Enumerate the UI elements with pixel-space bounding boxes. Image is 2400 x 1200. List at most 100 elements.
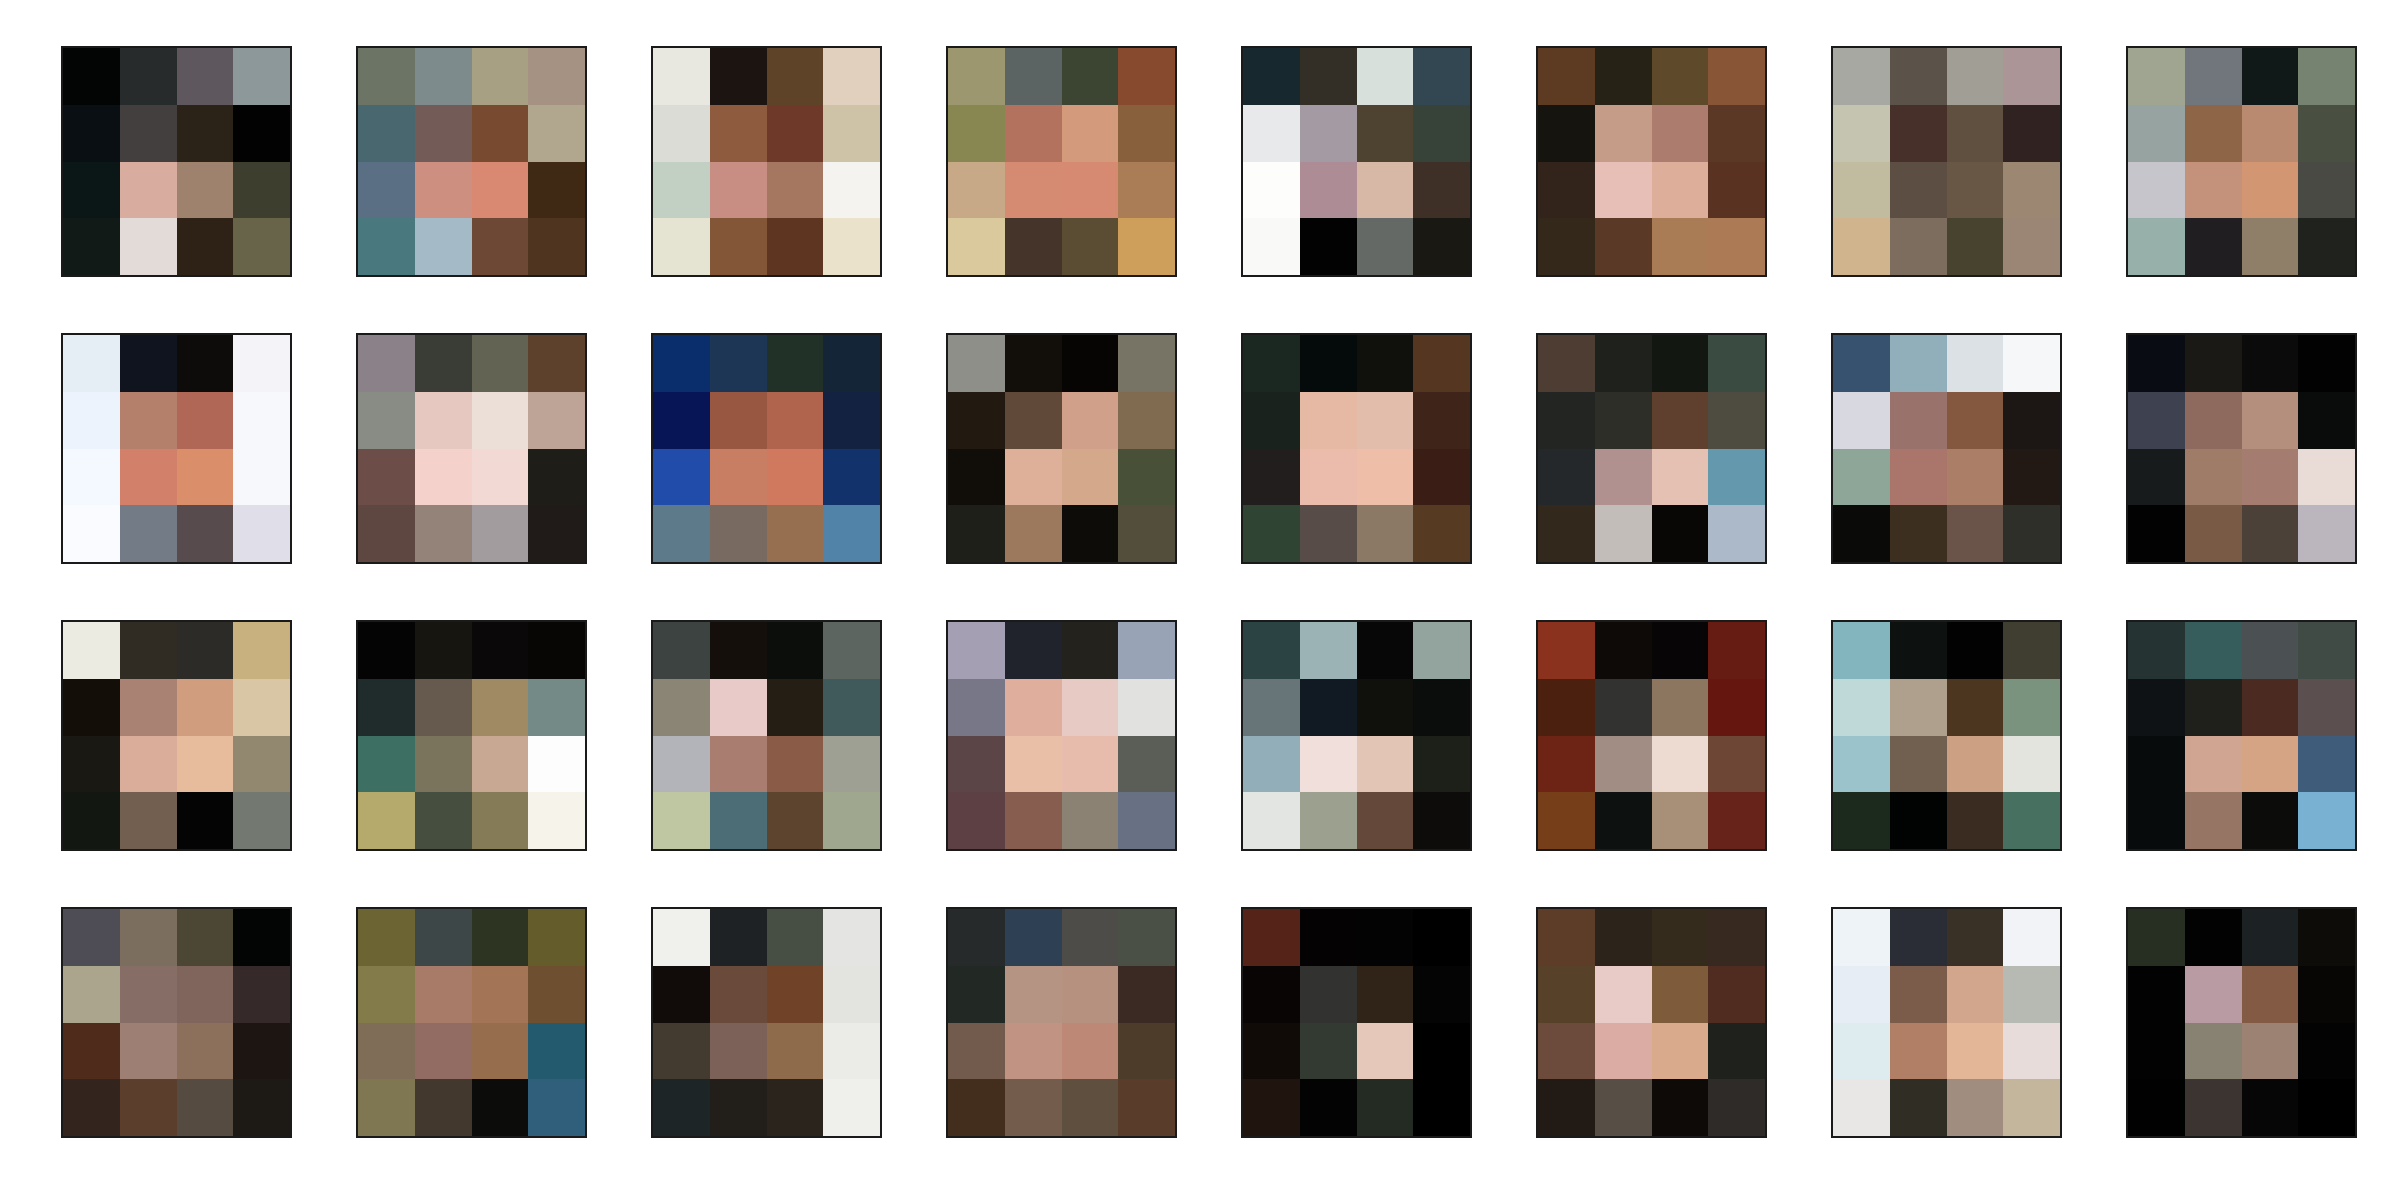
- mosaic-cell: [948, 335, 1005, 392]
- mosaic-cell: [176, 48, 234, 105]
- mosaic-cell: [528, 104, 585, 162]
- mosaic-cell: [1061, 335, 1119, 392]
- mosaic-cell: [948, 678, 1005, 736]
- mosaic-cell: [1356, 161, 1414, 219]
- mosaic-cell: [1594, 448, 1652, 506]
- mosaic-cell: [1946, 1079, 2004, 1136]
- mosaic-cell: [1061, 622, 1119, 679]
- mosaic-cell: [1708, 735, 1765, 793]
- mosaic-cell: [2128, 792, 2185, 849]
- mosaic-cell: [766, 391, 824, 449]
- mosaic-cell: [2003, 391, 2060, 449]
- mosaic-cell: [63, 448, 120, 506]
- mosaic-cell: [176, 335, 234, 392]
- mosaic-cell: [414, 1079, 472, 1136]
- mosaic-cell: [1004, 622, 1062, 679]
- mosaic-cell: [1299, 1079, 1357, 1136]
- mosaic-cell: [2298, 448, 2355, 506]
- mosaic-cell: [2298, 622, 2355, 679]
- mosaic-cell: [2184, 1022, 2242, 1080]
- mosaic-cell: [823, 909, 880, 966]
- mosaic-cell: [1356, 735, 1414, 793]
- mosaic-cell: [1356, 218, 1414, 275]
- mosaic-cell: [233, 104, 290, 162]
- mosaic-cell: [2003, 48, 2060, 105]
- mosaic-cell: [2128, 48, 2185, 105]
- mosaic-cell: [2298, 965, 2355, 1023]
- mosaic-cell: [1061, 391, 1119, 449]
- mosaic-cell: [709, 622, 767, 679]
- mosaic-cell: [653, 391, 710, 449]
- mosaic-cell: [766, 1079, 824, 1136]
- mosaic-cell: [2128, 965, 2185, 1023]
- mosaic-cell: [1299, 48, 1357, 105]
- mosaic-cell: [1889, 1079, 1947, 1136]
- mosaic-cell: [2184, 622, 2242, 679]
- mosaic-cell: [1946, 505, 2004, 562]
- mosaic-cell: [2241, 1079, 2299, 1136]
- mosaic-cell: [1413, 104, 1470, 162]
- mosaic-cell: [1243, 1022, 1300, 1080]
- mosaic-cell: [1061, 965, 1119, 1023]
- mosaic-cell: [1118, 1022, 1175, 1080]
- mosaic-cell: [653, 335, 710, 392]
- mosaic-cell: [1356, 505, 1414, 562]
- mosaic-cell: [358, 48, 415, 105]
- mosaic-cell: [709, 678, 767, 736]
- mosaic-cell: [1299, 792, 1357, 849]
- mosaic-cell: [1833, 391, 1890, 449]
- mosaic-cell: [528, 678, 585, 736]
- mosaic-cell: [1538, 1022, 1595, 1080]
- mosaic-cell: [2241, 505, 2299, 562]
- mosaic-tile: [1536, 333, 1767, 564]
- mosaic-cell: [176, 161, 234, 219]
- mosaic-cell: [1708, 622, 1765, 679]
- mosaic-cell: [2241, 1022, 2299, 1080]
- mosaic-cell: [2003, 1022, 2060, 1080]
- mosaic-cell: [176, 104, 234, 162]
- mosaic-cell: [1118, 391, 1175, 449]
- mosaic-cell: [2184, 505, 2242, 562]
- mosaic-cell: [1889, 391, 1947, 449]
- mosaic-cell: [1889, 735, 1947, 793]
- mosaic-cell: [1708, 678, 1765, 736]
- mosaic-cell: [766, 161, 824, 219]
- mosaic-cell: [1538, 48, 1595, 105]
- mosaic-cell: [358, 218, 415, 275]
- mosaic-cell: [948, 505, 1005, 562]
- mosaic-cell: [2003, 104, 2060, 162]
- mosaic-cell: [471, 792, 529, 849]
- mosaic-cell: [766, 505, 824, 562]
- mosaic-cell: [948, 1079, 1005, 1136]
- mosaic-cell: [1889, 1022, 1947, 1080]
- mosaic-cell: [1118, 505, 1175, 562]
- mosaic-cell: [1946, 909, 2004, 966]
- mosaic-cell: [1004, 448, 1062, 506]
- mosaic-cell: [766, 678, 824, 736]
- mosaic-cell: [2298, 1079, 2355, 1136]
- mosaic-cell: [1061, 218, 1119, 275]
- mosaic-cell: [1889, 448, 1947, 506]
- mosaic-cell: [766, 622, 824, 679]
- mosaic-cell: [1651, 965, 1709, 1023]
- mosaic-cell: [2003, 1079, 2060, 1136]
- mosaic-cell: [653, 104, 710, 162]
- mosaic-cell: [1061, 678, 1119, 736]
- mosaic-tile: [1241, 620, 1472, 851]
- mosaic-cell: [119, 909, 177, 966]
- mosaic-tile: [1831, 46, 2062, 277]
- mosaic-cell: [233, 505, 290, 562]
- mosaic-cell: [653, 965, 710, 1023]
- mosaic-cell: [1889, 104, 1947, 162]
- mosaic-cell: [1538, 1079, 1595, 1136]
- mosaic-cell: [471, 1022, 529, 1080]
- mosaic-cell: [2003, 909, 2060, 966]
- mosaic-cell: [119, 735, 177, 793]
- mosaic-cell: [1538, 161, 1595, 219]
- mosaic-cell: [2298, 335, 2355, 392]
- mosaic-tile: [1241, 333, 1472, 564]
- mosaic-cell: [414, 448, 472, 506]
- mosaic-cell: [414, 161, 472, 219]
- mosaic-cell: [2298, 391, 2355, 449]
- mosaic-cell: [414, 391, 472, 449]
